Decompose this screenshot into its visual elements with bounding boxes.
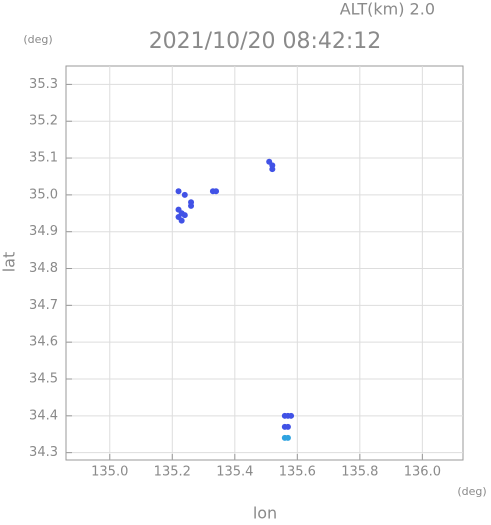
point: [284, 423, 291, 430]
point: [288, 412, 295, 419]
x-tick-label: 135.4: [216, 465, 253, 480]
y-tick-label: 34.5: [29, 371, 58, 386]
y-tick-label: 34.3: [29, 445, 58, 460]
y-tick-label: 34.4: [29, 408, 58, 423]
point: [284, 434, 291, 441]
point: [181, 191, 188, 198]
x-tick-label: 136.0: [404, 465, 441, 480]
point: [213, 188, 220, 195]
x-axis-label: lon: [253, 504, 277, 522]
x-unit: (deg): [457, 485, 486, 498]
chart-title: 2021/10/20 08:42:12: [149, 29, 382, 54]
y-tick-label: 34.8: [29, 261, 58, 276]
y-tick-label: 34.7: [29, 298, 58, 313]
y-axis-label: lat: [0, 252, 19, 273]
plot-frame: [65, 65, 464, 461]
x-tick-label: 135.2: [154, 465, 191, 480]
point: [269, 166, 276, 173]
y-tick-label: 35.2: [29, 114, 58, 129]
y-tick-label: 35.1: [29, 151, 58, 166]
point: [178, 217, 185, 224]
x-tick-label: 135.8: [341, 465, 378, 480]
subtitle: ALT(km) 2.0: [340, 0, 435, 19]
x-tick-label: 135.6: [279, 465, 316, 480]
point: [181, 212, 188, 219]
y-tick-label: 34.9: [29, 224, 58, 239]
y-tick-label: 35.0: [29, 187, 58, 202]
point: [175, 188, 182, 195]
y-unit: (deg): [23, 33, 52, 46]
x-tick-label: 135.0: [91, 465, 128, 480]
point: [188, 202, 195, 209]
y-tick-label: 35.3: [29, 77, 58, 92]
y-tick-label: 34.6: [29, 335, 58, 350]
